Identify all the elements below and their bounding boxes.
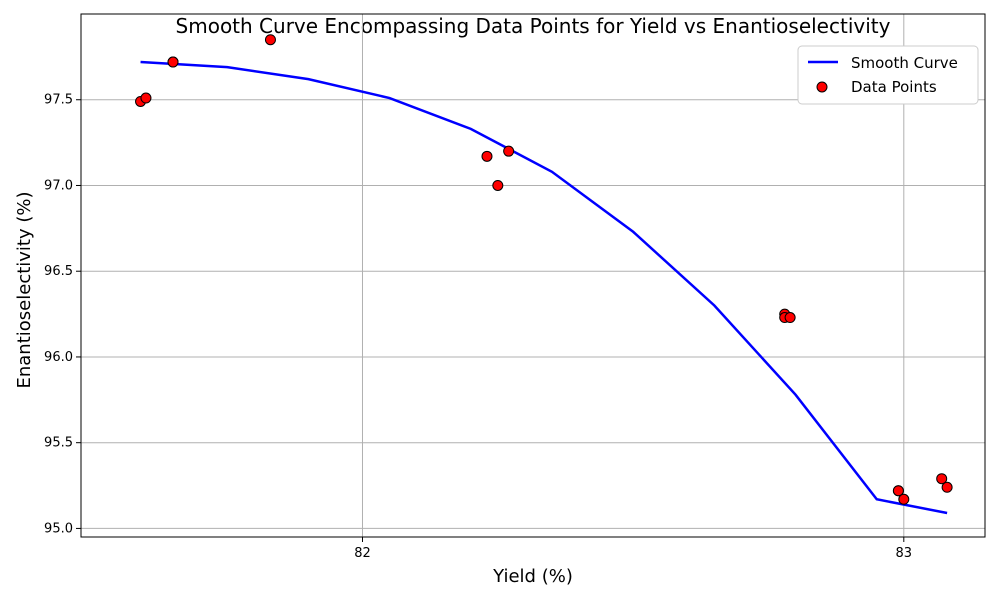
series-layer — [135, 34, 953, 515]
y-tick-label: 97.5 — [44, 93, 73, 108]
y-tick-label: 95.5 — [44, 436, 73, 451]
legend-label-smooth-curve: Smooth Curve — [851, 54, 958, 72]
data-point — [936, 473, 948, 485]
data-point — [481, 150, 493, 162]
data-point — [898, 493, 910, 505]
chart-title: Smooth Curve Encompassing Data Points fo… — [176, 14, 891, 38]
smooth-curve-line — [140, 60, 948, 515]
data-point — [492, 179, 504, 191]
y-tick-label: 95.0 — [44, 521, 73, 536]
x-tick-label: 82 — [354, 546, 371, 561]
y-tick-label: 96.0 — [44, 350, 73, 365]
data-point — [264, 34, 276, 46]
legend: Smooth Curve Data Points — [797, 45, 979, 105]
data-point — [784, 312, 796, 324]
x-axis-label: Yield (%) — [492, 566, 573, 587]
data-point — [140, 92, 152, 104]
legend-box — [797, 45, 979, 105]
y-tick-label: 96.5 — [44, 264, 73, 279]
data-point — [941, 481, 953, 493]
legend-marker-swatch — [816, 81, 828, 93]
data-point — [167, 56, 179, 68]
y-tick-label: 97.0 — [44, 178, 73, 193]
x-tick-label: 83 — [896, 546, 913, 561]
data-point — [503, 145, 515, 157]
legend-label-data-points: Data Points — [851, 78, 937, 96]
plot-frame — [80, 13, 986, 538]
ticks: 82 83 95.0 95.5 96.0 96.5 97.0 97.5 — [44, 93, 912, 561]
data-point — [892, 485, 904, 497]
y-axis-label: Enantioselectivity (%) — [14, 191, 35, 388]
